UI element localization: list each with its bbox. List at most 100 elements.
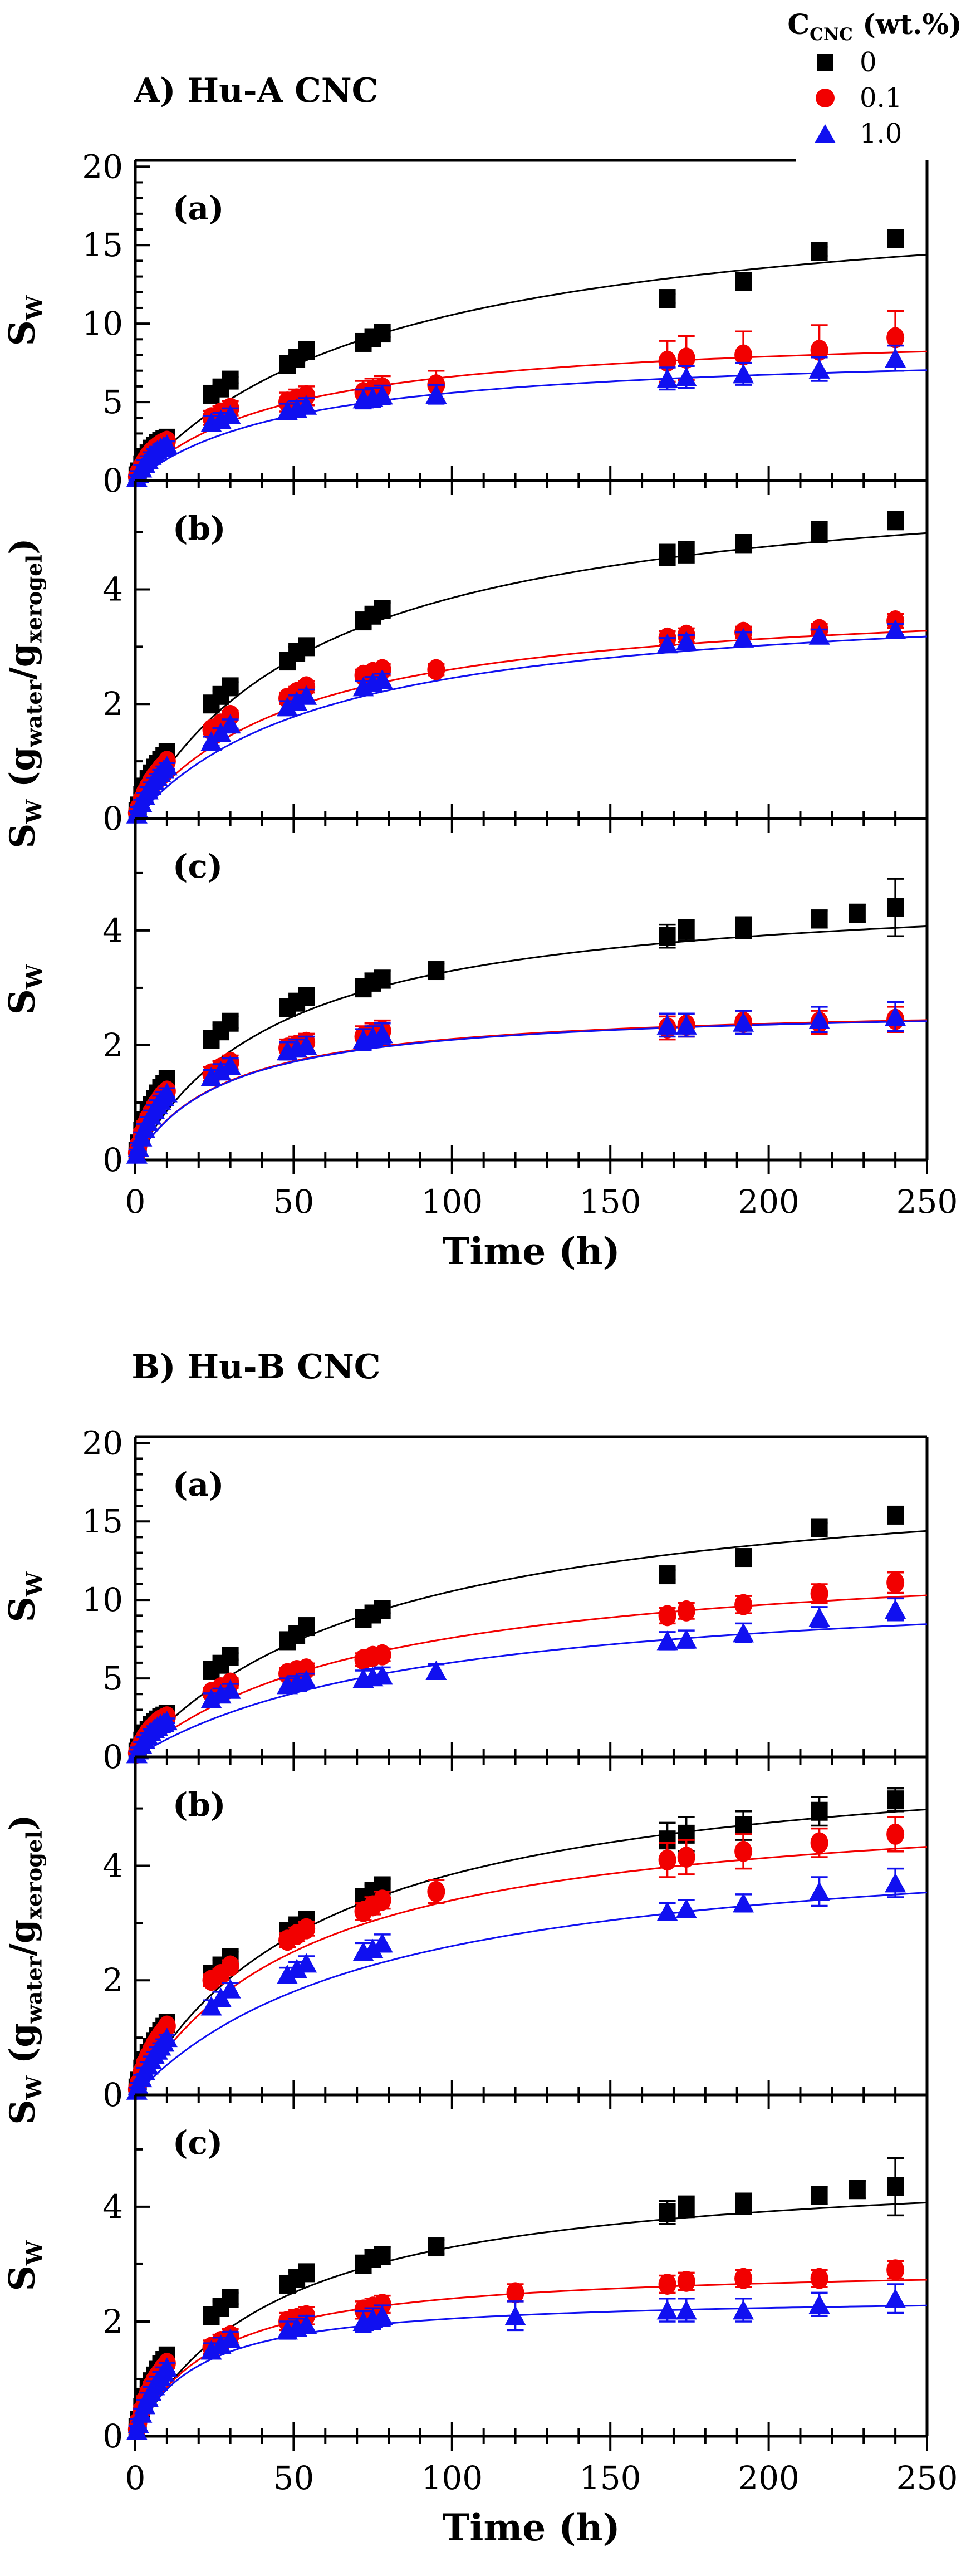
subplot-letter: (a)	[173, 1466, 224, 1504]
fit-curve-1.0	[134, 1020, 928, 1160]
y-tick-label: 0	[102, 1141, 123, 1179]
x-tick-label: 100	[421, 1183, 483, 1221]
series-0	[128, 511, 904, 821]
data-point-square	[222, 2289, 239, 2308]
data-point-triangle	[675, 1898, 697, 1918]
data-point-triangle	[296, 2314, 317, 2334]
y-axis-label: SW	[1, 1571, 48, 1622]
data-point-square	[374, 1600, 391, 1619]
legend: CCNC (wt.%) 0 0.1 1.0	[778, 8, 971, 151]
y-tick-label: 20	[82, 148, 123, 185]
data-point-triangle	[504, 2305, 526, 2325]
data-point-triangle	[219, 2328, 241, 2348]
data-point-square	[374, 969, 391, 989]
data-point-triangle	[156, 434, 178, 454]
data-point-square	[735, 2194, 752, 2213]
data-point-square	[298, 637, 315, 657]
data-point-square	[735, 1548, 752, 1568]
data-point-triangle	[219, 714, 241, 734]
y-axis-label: SW	[1, 964, 48, 1015]
data-point-circle	[734, 1840, 753, 1862]
data-point-triangle	[656, 368, 678, 388]
x-tick-label: 250	[896, 1183, 958, 1221]
y-tick-label: 2	[102, 1026, 123, 1064]
y-axis-label: SW	[1, 2240, 48, 2291]
data-point-triangle	[362, 1938, 384, 1958]
subplot-letter: (c)	[173, 2124, 223, 2162]
data-point-triangle	[156, 756, 178, 776]
y-tick-label: 5	[102, 383, 123, 421]
series-1.0	[126, 619, 906, 824]
data-point-square	[222, 1647, 239, 1666]
y-tick-label: 0	[102, 2417, 123, 2455]
data-point-triangle	[296, 1669, 317, 1689]
data-point-triangle	[675, 1629, 697, 1649]
data-point-square	[678, 920, 695, 940]
data-point-square	[887, 511, 904, 531]
panel-a-title: A) Hu-A CNC	[134, 71, 379, 110]
data-point-triangle	[296, 685, 317, 705]
data-point-square	[428, 2237, 445, 2257]
fit-curve-0	[134, 925, 928, 1160]
y-axis-label: SW	[1, 295, 48, 346]
series-1.0	[126, 1597, 906, 1764]
data-point-circle	[810, 1832, 828, 1854]
series-1.0	[126, 2283, 906, 2440]
data-point-square	[659, 289, 676, 308]
x-tick-label: 50	[273, 2459, 314, 2497]
x-tick-label: 200	[738, 1183, 800, 1221]
data-point-triangle	[656, 1015, 678, 1035]
data-point-triangle	[371, 1665, 393, 1685]
data-point-circle	[810, 1583, 828, 1604]
data-point-square	[374, 2246, 391, 2265]
x-tick-label: 0	[125, 1183, 146, 1221]
fit-curve-0	[134, 1808, 928, 2095]
data-point-circle	[810, 2268, 828, 2289]
fit-curve-1.0	[134, 1892, 928, 2096]
x-tick-label: 0	[125, 2459, 146, 2497]
data-point-circle	[658, 350, 676, 372]
y-tick-label: 2	[102, 2303, 123, 2340]
series-0	[128, 1787, 904, 2098]
data-point-triangle	[885, 1006, 906, 1026]
y-tick-label: 4	[102, 912, 123, 949]
y-tick-label: 0	[102, 800, 123, 838]
data-point-triangle	[656, 2300, 678, 2320]
x-tick-label: 250	[896, 2459, 958, 2497]
fit-curve-1.0	[134, 635, 928, 819]
data-point-triangle	[371, 2305, 393, 2325]
x-tick-label: 100	[421, 2459, 483, 2497]
y-tick-label: 0	[102, 462, 123, 499]
data-point-triangle	[733, 628, 754, 648]
series-0	[128, 1505, 904, 1762]
data-point-circle	[734, 344, 753, 366]
data-point-circle	[677, 1847, 695, 1868]
data-point-square	[222, 1012, 239, 1032]
data-point-triangle	[371, 385, 393, 405]
fit-curve-0.1	[134, 2279, 928, 2437]
y-axis-label: SW (gwater/gxerogel)	[2, 1814, 47, 2125]
legend-item-1.0: 1.0	[778, 116, 971, 151]
data-point-triangle	[885, 1599, 906, 1619]
panel-b-title: B) Hu-B CNC	[131, 1348, 381, 1387]
data-point-triangle	[885, 348, 906, 368]
square-marker-icon	[813, 54, 837, 71]
y-axis-label: SW (gwater/gxerogel)	[2, 537, 47, 849]
data-point-circle	[886, 2259, 905, 2281]
data-point-triangle	[885, 1873, 906, 1893]
data-point-square	[298, 1617, 315, 1637]
data-point-circle	[297, 1918, 316, 1940]
data-point-triangle	[808, 2294, 830, 2314]
legend-item-0.1: 0.1	[778, 80, 971, 116]
data-point-square	[374, 600, 391, 619]
subplot-A-c: 0 2 4 0 50 100 150 200 250	[102, 817, 958, 1221]
data-point-circle	[658, 2273, 676, 2295]
data-point-triangle	[156, 2357, 178, 2377]
data-point-triangle	[200, 1066, 222, 1086]
fit-curve-1.0	[135, 369, 928, 482]
data-point-triangle	[808, 1881, 830, 1901]
x-tick-label: 200	[738, 2459, 800, 2497]
fit-curve-0.1	[134, 350, 928, 482]
data-point-triangle	[675, 2300, 697, 2320]
